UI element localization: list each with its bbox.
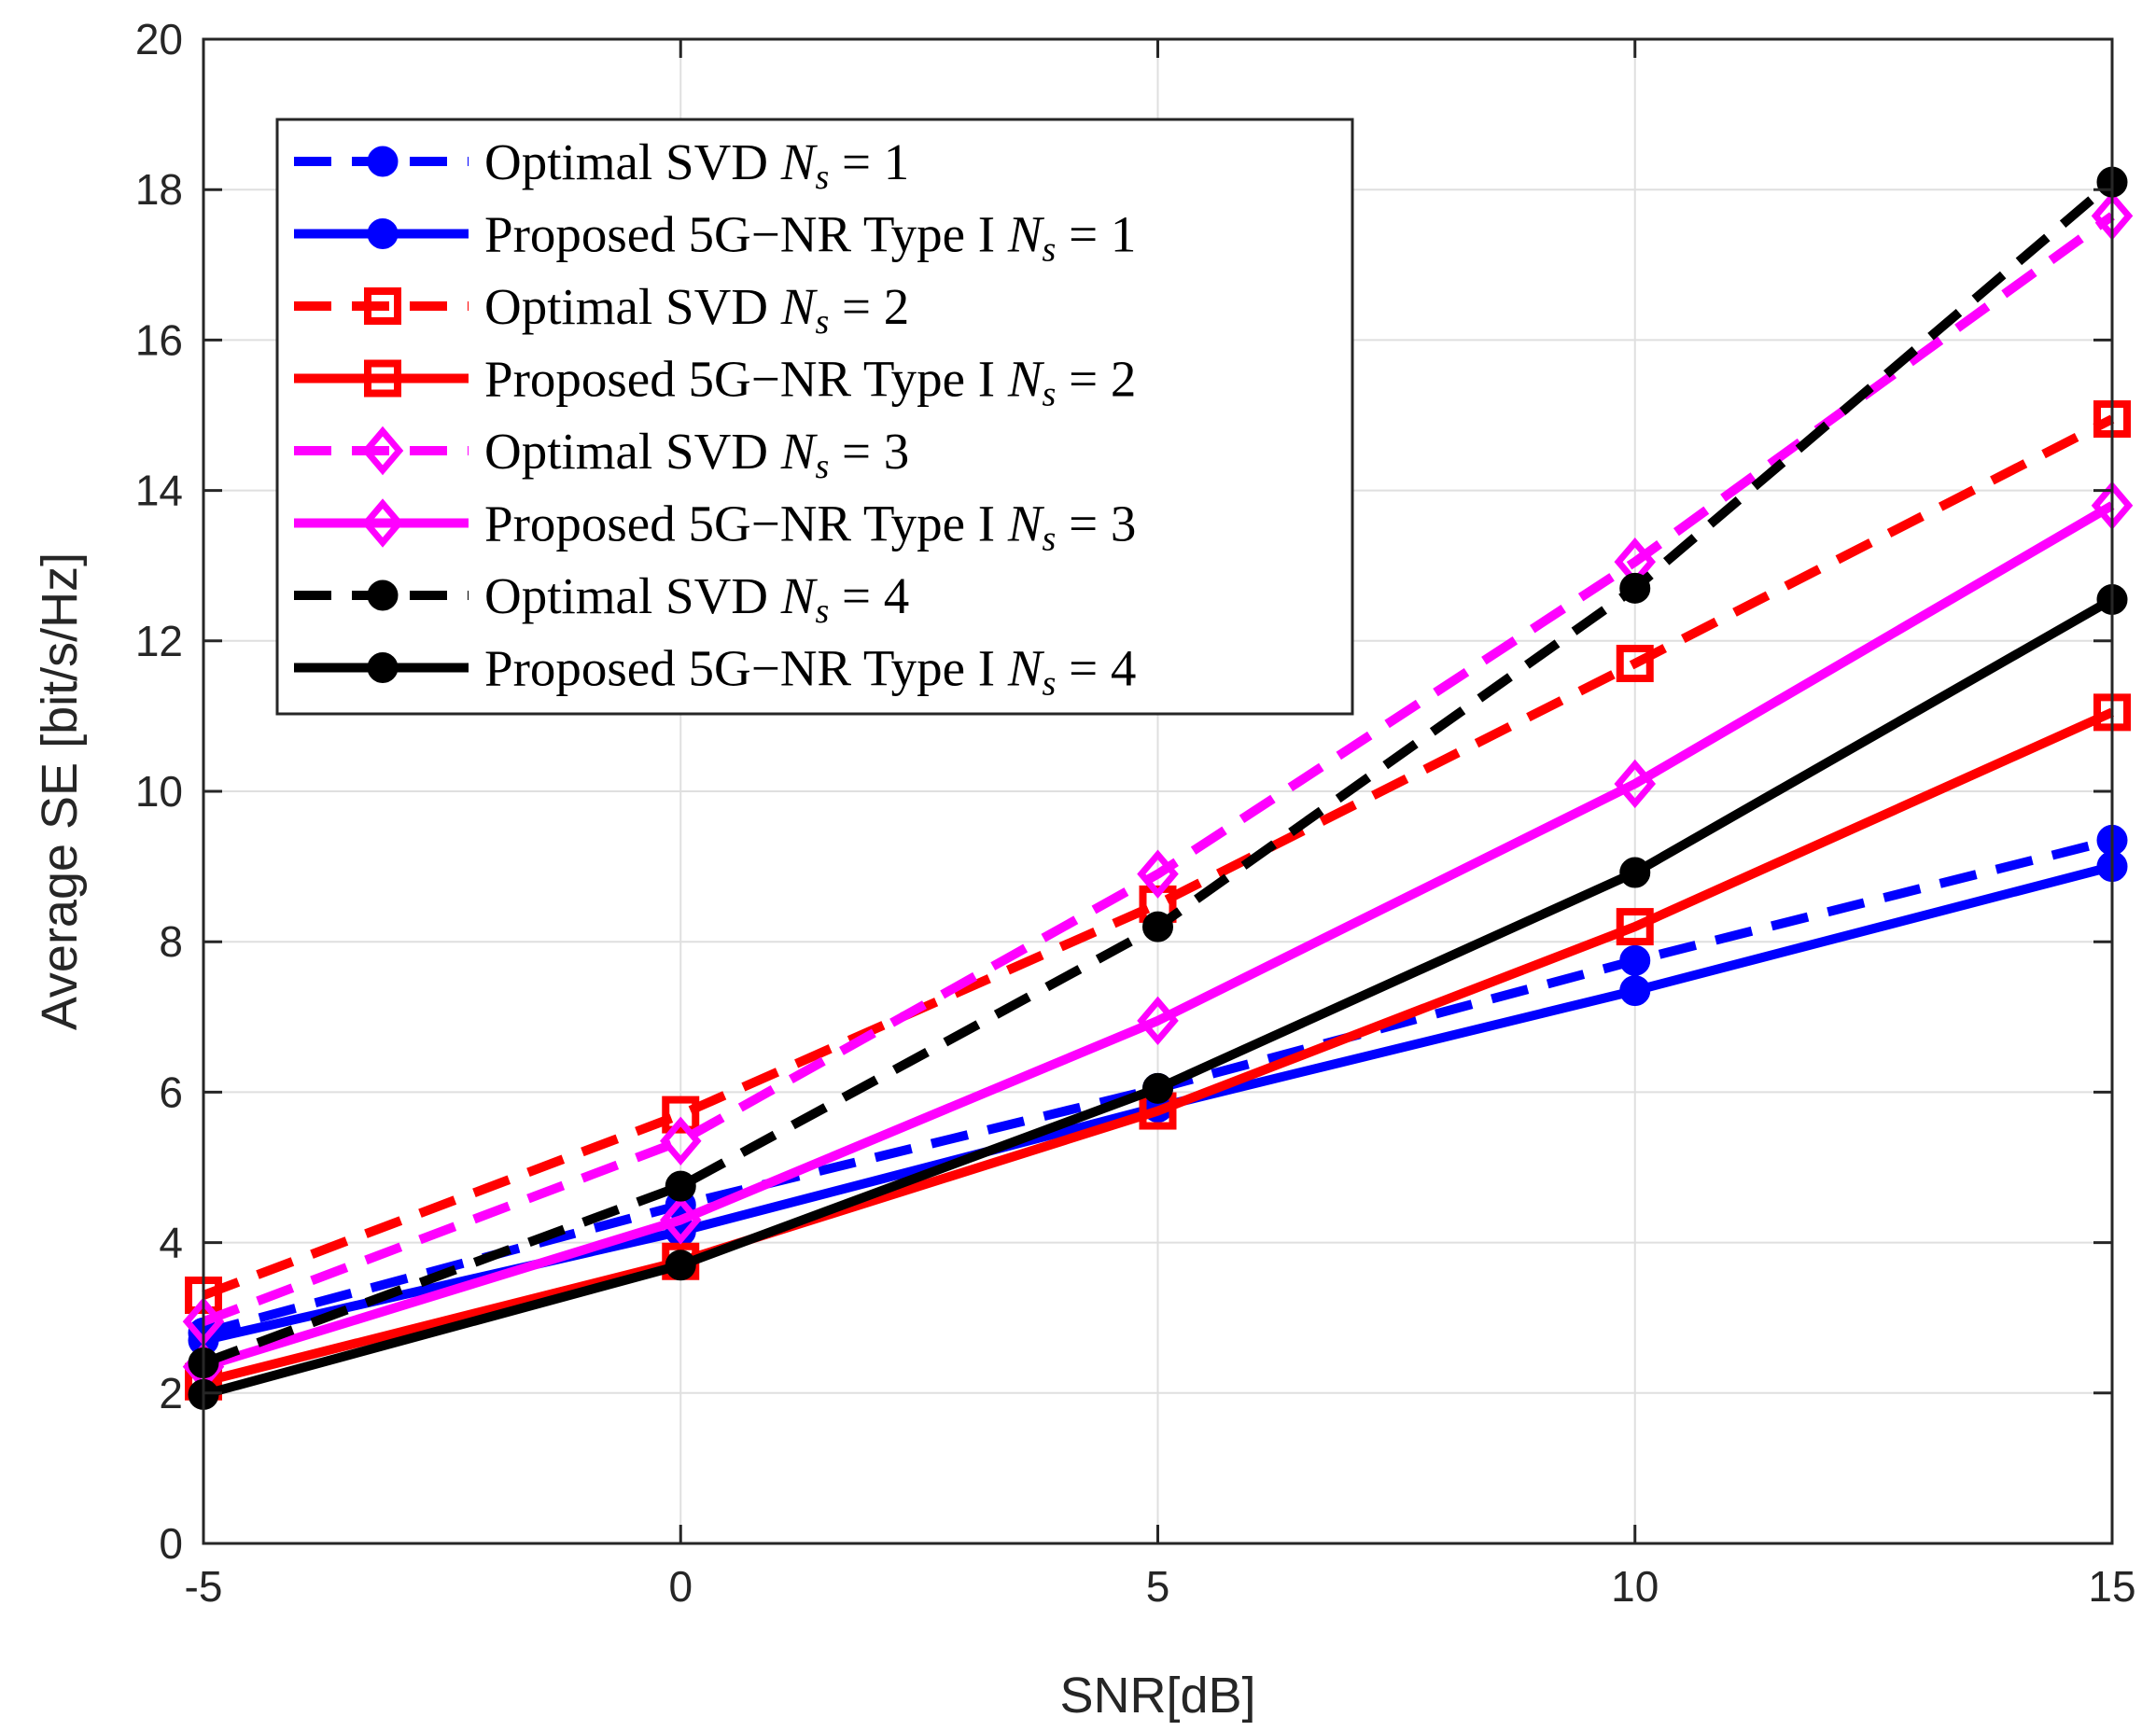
x-tick-label: 0	[668, 1562, 693, 1611]
marker-square	[1616, 908, 1654, 946]
series-5	[182, 191, 2134, 1347]
series-lines	[182, 166, 2134, 1410]
x-tick-label: 15	[2088, 1562, 2135, 1611]
marker-diamond	[361, 498, 404, 548]
marker-square	[364, 359, 401, 398]
marker-square	[1616, 644, 1654, 682]
marker-square	[364, 287, 401, 325]
marker-diamond	[1614, 759, 1657, 809]
y-tick-label: 12	[135, 617, 183, 665]
series-line	[202, 414, 2115, 1300]
legend-label: Proposed 5G−NR Type I Ns = 4	[484, 640, 1136, 704]
x-tick-label: 5	[1146, 1562, 1170, 1611]
x-tick-label: 10	[1611, 1562, 1659, 1611]
legend-label: Proposed 5G−NR Type I Ns = 2	[484, 351, 1136, 414]
marker-circle	[367, 652, 399, 683]
marker-diamond	[361, 426, 404, 476]
legend-label: Proposed 5G−NR Type I Ns = 3	[484, 496, 1136, 559]
legend-label: Optimal SVD Ns = 2	[484, 278, 909, 342]
legend: Optimal SVD Ns = 1 Proposed 5G−NR Type I …	[275, 118, 1354, 716]
marker-diamond	[659, 1116, 702, 1166]
marker-circle	[1142, 1072, 1173, 1104]
marker-circle	[367, 579, 399, 611]
legend-label: Proposed 5G−NR Type I Ns = 1	[484, 206, 1136, 270]
marker-circle	[367, 146, 399, 177]
marker-circle	[1619, 572, 1651, 604]
y-tick-label: 6	[159, 1068, 183, 1116]
legend-entry: Optimal SVD Ns = 3	[294, 423, 909, 486]
y-axis-label: Average SE [bit/s/Hz]	[32, 552, 88, 1030]
y-tick-label: 0	[159, 1519, 183, 1568]
x-axis-label: SNR[dB]	[1059, 1668, 1255, 1724]
series-line	[202, 501, 2115, 1372]
legend-label: Optimal SVD Ns = 4	[484, 567, 909, 631]
legend-label: Optimal SVD Ns = 3	[484, 423, 909, 486]
legend-entry: Optimal SVD Ns = 2	[294, 278, 909, 342]
legend-entry: Proposed 5G−NR Type I Ns = 2	[294, 351, 1136, 414]
legend-entry: Proposed 5G−NR Type I Ns = 4	[294, 640, 1136, 704]
legend-entry: Proposed 5G−NR Type I Ns = 3	[294, 496, 1136, 559]
y-tick-label: 10	[135, 767, 183, 816]
y-tick-label: 20	[135, 15, 183, 63]
marker-square	[662, 1096, 700, 1134]
y-tick-label: 8	[159, 917, 183, 966]
y-tick-label: 14	[135, 467, 183, 515]
marker-circle	[367, 218, 399, 249]
marker-circle	[1142, 911, 1173, 942]
marker-diamond	[1137, 849, 1179, 899]
x-tick-label: -5	[185, 1562, 223, 1611]
y-tick-label: 16	[135, 315, 183, 364]
y-tick-label: 4	[159, 1219, 183, 1267]
series-line	[202, 707, 2115, 1387]
legend-box	[275, 118, 1354, 716]
marker-circle	[1619, 975, 1651, 1007]
marker-circle	[665, 1249, 696, 1281]
marker-diamond	[1137, 996, 1179, 1046]
legend-entry: Optimal SVD Ns = 4	[294, 567, 909, 631]
marker-circle	[665, 1170, 696, 1202]
y-tick-label: 18	[135, 165, 183, 214]
marker-circle	[1619, 944, 1651, 976]
legend-entry: Proposed 5G−NR Type I Ns = 1	[294, 206, 1136, 270]
series-line	[202, 212, 2115, 1326]
marker-circle	[1619, 857, 1651, 888]
legend-entry: Optimal SVD Ns = 1	[294, 133, 909, 197]
y-tick-label: 2	[159, 1369, 183, 1417]
legend-label: Optimal SVD Ns = 1	[484, 133, 909, 197]
marker-diamond	[659, 1195, 702, 1245]
